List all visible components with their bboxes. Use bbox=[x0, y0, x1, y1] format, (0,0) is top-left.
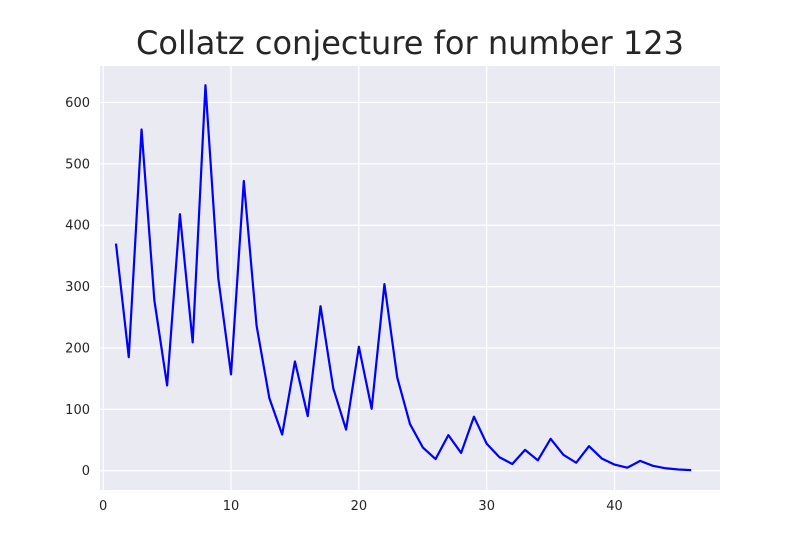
grid-lines bbox=[100, 66, 720, 490]
x-tick-label: 20 bbox=[351, 499, 368, 514]
y-tick-label: 300 bbox=[65, 280, 90, 295]
x-axis-ticks: 0 10 20 30 40 bbox=[99, 499, 623, 514]
x-tick-label: 0 bbox=[99, 499, 107, 514]
y-tick-label: 100 bbox=[65, 403, 90, 418]
y-tick-label: 400 bbox=[65, 219, 90, 234]
chart-title: Collatz conjecture for number 123 bbox=[136, 24, 684, 62]
y-axis-ticks: 0 100 200 300 400 500 600 bbox=[65, 96, 90, 479]
x-tick-label: 10 bbox=[223, 499, 240, 514]
series-line bbox=[114, 84, 692, 472]
y-tick-label: 500 bbox=[65, 157, 90, 172]
x-tick-label: 40 bbox=[606, 499, 623, 514]
plot-background bbox=[100, 66, 720, 490]
y-tick-label: 600 bbox=[65, 96, 90, 111]
y-tick-label: 0 bbox=[82, 464, 90, 479]
series-layer bbox=[114, 84, 692, 472]
y-tick-label: 200 bbox=[65, 341, 90, 356]
x-tick-label: 30 bbox=[478, 499, 495, 514]
